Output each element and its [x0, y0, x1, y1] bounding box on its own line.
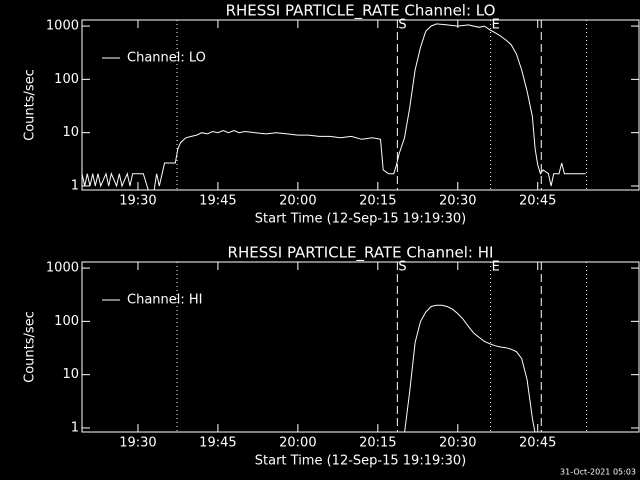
data-line	[82, 23, 586, 190]
plot-frame	[81, 261, 640, 433]
y-tick-label: 100	[54, 314, 79, 329]
x-tick-label: 20:00	[279, 194, 316, 209]
x-axis-label: Start Time (12-Sep-15 19:19:30)	[255, 454, 466, 469]
y-tick-label: 1	[71, 420, 79, 435]
footer: 31-Oct-2021 05:03	[560, 468, 636, 477]
x-axis-label: Start Time (12-Sep-15 19:19:30)	[255, 212, 466, 227]
x-tick-label: 20:45	[519, 194, 556, 209]
y-tick-label: 10	[62, 125, 79, 140]
chart-title: RHESSI PARTICLE_RATE Channel: HI	[228, 244, 494, 263]
x-tick-label: 19:45	[199, 436, 236, 451]
x-tick-label: 19:45	[199, 194, 236, 209]
x-tick-label: 20:30	[439, 436, 476, 451]
y-axis-label: Counts/sec	[23, 311, 38, 383]
x-tick-label: 20:30	[439, 194, 476, 209]
x-tick-label: 20:15	[359, 194, 396, 209]
annotation: S	[398, 18, 406, 33]
y-axis-label: Counts/sec	[23, 69, 38, 141]
x-tick-label: 20:45	[519, 436, 556, 451]
x-tick-label: 20:00	[279, 436, 316, 451]
x-tick-label: 19:30	[119, 194, 156, 209]
legend-label: Channel: LO	[127, 51, 206, 66]
data-line	[404, 304, 536, 432]
x-tick-label: 19:30	[119, 436, 156, 451]
y-tick-label: 100	[54, 72, 79, 87]
plot-frame	[81, 19, 640, 191]
y-tick-label: 1000	[46, 19, 79, 34]
legend-label: Channel: HI	[127, 293, 203, 308]
annotation: E	[492, 260, 500, 275]
annotation: E	[492, 18, 500, 33]
y-tick-label: 1	[71, 178, 79, 193]
x-tick-label: 20:15	[359, 436, 396, 451]
chart-title: RHESSI PARTICLE_RATE Channel: LO	[226, 2, 496, 21]
y-tick-label: 1000	[46, 261, 79, 276]
y-tick-label: 10	[62, 367, 79, 382]
annotation: S	[398, 260, 406, 275]
